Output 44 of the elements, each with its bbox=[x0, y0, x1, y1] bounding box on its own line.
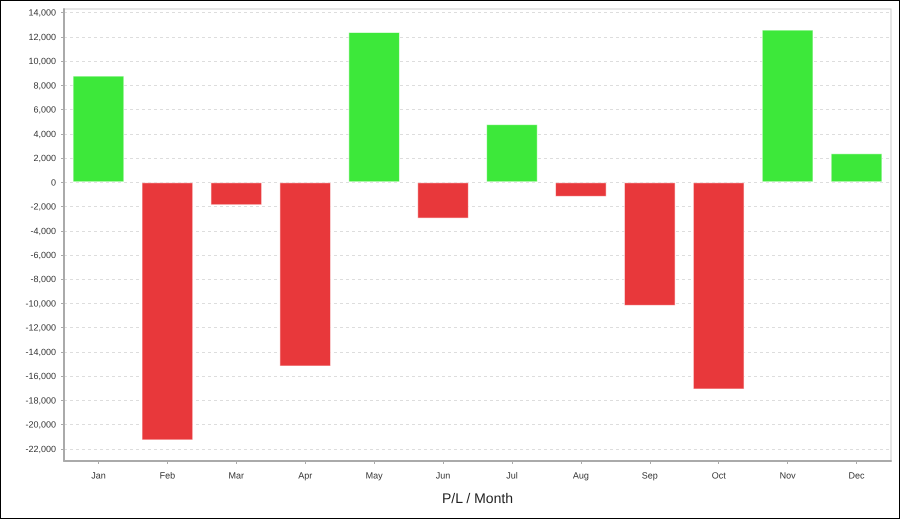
y-tick-label: -8,000 bbox=[30, 274, 56, 284]
y-tick-label: 10,000 bbox=[28, 56, 56, 66]
bar bbox=[142, 182, 194, 440]
x-tick-label: Jun bbox=[436, 470, 450, 480]
bar bbox=[417, 182, 469, 219]
x-tick-label: Sep bbox=[642, 470, 658, 480]
bar bbox=[72, 76, 124, 182]
y-tick-label: 14,000 bbox=[28, 8, 56, 18]
y-tick-label: -6,000 bbox=[30, 250, 56, 260]
x-tick-label: Dec bbox=[848, 470, 866, 480]
bar bbox=[279, 182, 332, 366]
x-tick-label: Jul bbox=[506, 470, 518, 480]
y-tick-label: 4,000 bbox=[33, 128, 56, 139]
y-tick-label: -14,000 bbox=[25, 346, 56, 357]
y-tick-label: 6,000 bbox=[33, 104, 56, 115]
y-tick-label: 12,000 bbox=[28, 32, 56, 42]
y-tick-label: -2,000 bbox=[30, 202, 56, 212]
y-tick-label: -22,000 bbox=[25, 444, 56, 454]
x-tick-label: Apr bbox=[298, 470, 312, 480]
y-tick-label: -20,000 bbox=[25, 420, 56, 430]
x-tick-label: Feb bbox=[160, 470, 176, 480]
x-tick-label: Jan bbox=[91, 470, 106, 480]
x-tick-label: Oct bbox=[712, 470, 726, 480]
x-tick-label: Aug bbox=[572, 470, 589, 480]
y-tick-label: 8,000 bbox=[33, 80, 56, 90]
bar bbox=[624, 182, 676, 306]
bar bbox=[348, 32, 400, 182]
x-tick-label: May bbox=[366, 470, 384, 480]
y-tick-label: 0 bbox=[50, 177, 56, 188]
bar bbox=[830, 153, 882, 182]
y-tick-label: -18,000 bbox=[25, 395, 56, 406]
bar bbox=[486, 124, 538, 182]
x-tick-label: Mar bbox=[228, 470, 244, 480]
x-axis-title: P/L / Month bbox=[442, 490, 514, 506]
y-tick-label: -16,000 bbox=[25, 371, 56, 382]
x-tick-label: Nov bbox=[780, 470, 796, 480]
bar bbox=[762, 30, 814, 182]
bar bbox=[210, 182, 262, 206]
y-tick-label: -4,000 bbox=[30, 226, 56, 236]
bar bbox=[692, 182, 745, 390]
y-tick-label: -12,000 bbox=[25, 322, 56, 333]
bar bbox=[555, 182, 607, 197]
y-tick-label: -10,000 bbox=[25, 298, 56, 308]
y-tick-label: 2,000 bbox=[33, 153, 56, 164]
